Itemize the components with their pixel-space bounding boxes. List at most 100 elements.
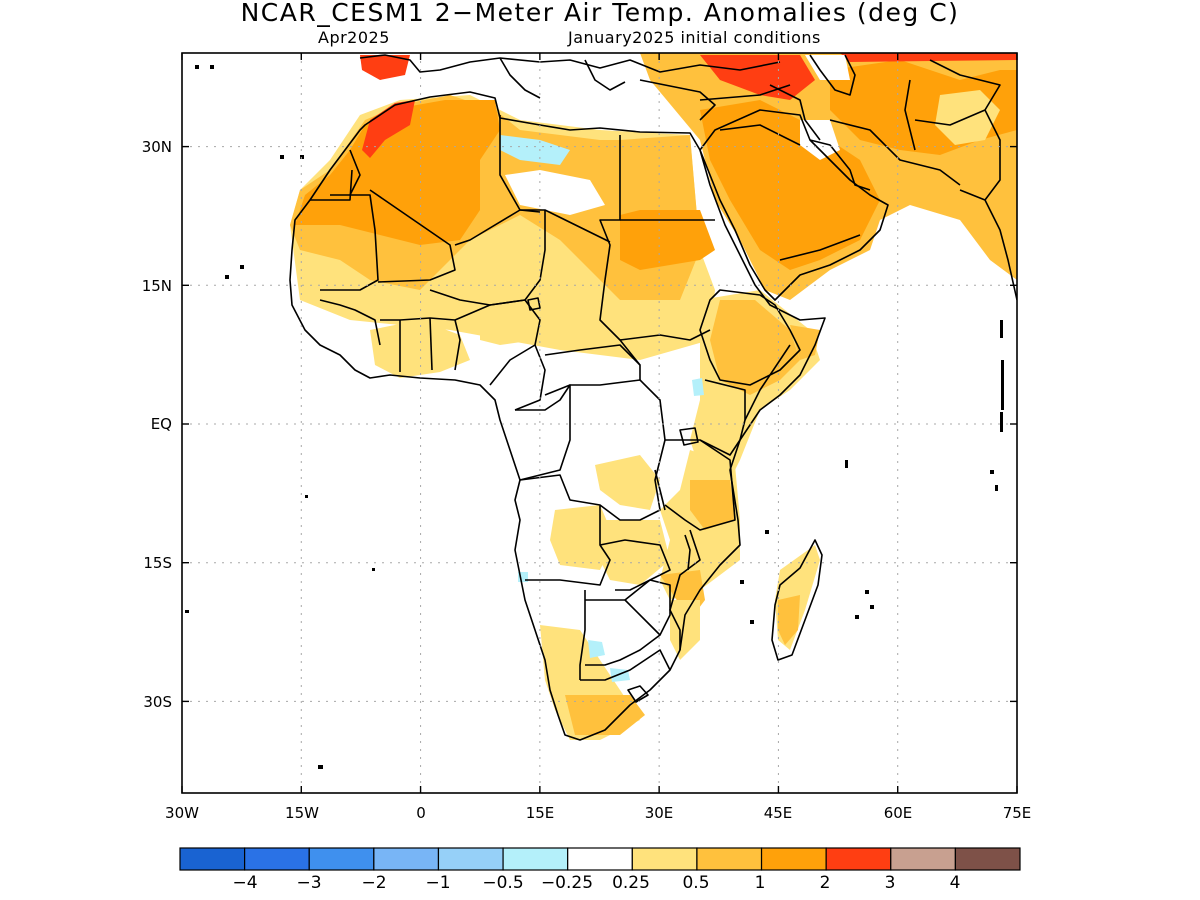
colorbar-swatch bbox=[890, 847, 956, 871]
shade-west-africa-light bbox=[370, 320, 470, 378]
colorbar-swatch bbox=[308, 847, 375, 871]
shade-madagascar-mid bbox=[778, 595, 800, 645]
lat-label-eq: EQ bbox=[151, 415, 172, 433]
cb-label-4: 4 bbox=[950, 873, 961, 893]
gridlines bbox=[182, 53, 1017, 793]
border-niger bbox=[429, 209, 546, 306]
border-congo bbox=[515, 384, 571, 481]
border-drc-east bbox=[599, 379, 666, 521]
anomaly-shading bbox=[290, 53, 1017, 740]
cb-label-minus0-25: −0.25 bbox=[541, 873, 593, 893]
colorbar-swatch bbox=[567, 847, 633, 871]
lon-label-45e: 45E bbox=[764, 804, 793, 822]
lon-label-15e: 15E bbox=[526, 804, 555, 822]
border-turkey-south bbox=[699, 84, 791, 101]
border-algeria-mali bbox=[369, 189, 456, 283]
border-west-africa-2 bbox=[380, 317, 461, 371]
shade-morocco-hot bbox=[362, 100, 415, 158]
cb-label-minus1: −1 bbox=[425, 873, 450, 893]
cb-label-0-25: 0.25 bbox=[612, 873, 650, 893]
turkey-coast bbox=[639, 79, 716, 121]
colorbar-labels: −4 −3 −2 −1 −0.5 −0.25 0.25 0.5 1 2 3 4 bbox=[232, 873, 960, 893]
cb-label-3: 3 bbox=[885, 873, 896, 893]
lon-label-30w: 30W bbox=[165, 804, 199, 822]
longitude-labels: 30W 15W 0 15E 30E 45E 60E 75E bbox=[165, 804, 1031, 822]
border-south-africa bbox=[580, 649, 671, 681]
shade-botswana-blue bbox=[588, 640, 605, 658]
shade-north-africa-strong bbox=[295, 100, 500, 245]
lake-victoria bbox=[679, 427, 699, 446]
cb-label-minus4: −4 bbox=[232, 873, 257, 893]
cb-label-minus2: −2 bbox=[361, 873, 386, 893]
shade-caspian-white bbox=[805, 55, 850, 80]
border-libya-egypt bbox=[599, 135, 621, 281]
islands bbox=[185, 65, 1004, 769]
border-mauritania-mali bbox=[320, 194, 379, 291]
cb-label-0-5: 0.5 bbox=[682, 873, 709, 893]
shade-drc-light bbox=[595, 455, 660, 510]
lon-label-15w: 15W bbox=[285, 804, 319, 822]
border-iraq-iran bbox=[769, 84, 821, 141]
india-coast bbox=[959, 189, 1017, 301]
shade-egypt-strong bbox=[620, 210, 715, 270]
shade-uganda-blue bbox=[692, 378, 704, 396]
initial-conditions-label: January2025 initial conditions bbox=[568, 28, 821, 47]
lon-label-60e: 60E bbox=[884, 804, 913, 822]
shade-turkey-hot bbox=[700, 55, 815, 100]
colorbar bbox=[179, 847, 1021, 871]
border-western-sahara bbox=[310, 169, 353, 201]
map-title: NCAR_CESM1 2−Meter Air Temp. Anomalies (… bbox=[240, 0, 960, 27]
border-afghanistan bbox=[914, 59, 1001, 126]
border-libya-chad bbox=[544, 209, 611, 243]
border-india-pakistan bbox=[984, 109, 1001, 201]
colorbar-swatch bbox=[179, 847, 246, 871]
shade-arabia-strong bbox=[700, 100, 880, 270]
lat-label-30s: 30S bbox=[143, 693, 172, 711]
caspian-sea bbox=[809, 54, 856, 96]
border-lesotho bbox=[627, 685, 649, 703]
cb-label-2: 2 bbox=[820, 873, 831, 893]
border-west-africa-1 bbox=[319, 299, 381, 346]
colorbar-swatch bbox=[244, 847, 310, 871]
axis-ticks bbox=[181, 53, 1018, 793]
colorbar-swatch bbox=[373, 847, 440, 871]
border-zambia bbox=[599, 539, 671, 591]
colorbar-swatch bbox=[631, 847, 698, 871]
colorbar-swatch bbox=[437, 847, 504, 871]
arabia-coastline bbox=[699, 109, 889, 301]
border-saudi-yemen bbox=[779, 234, 861, 261]
border-namibia-botswana bbox=[579, 590, 586, 680]
border-botswana bbox=[585, 599, 661, 666]
lake-chad bbox=[527, 297, 541, 311]
border-kenya bbox=[699, 379, 746, 456]
colorbar-swatch bbox=[760, 847, 827, 871]
border-zimbabwe bbox=[624, 579, 671, 636]
lat-label-30n: 30N bbox=[142, 138, 172, 156]
lat-label-15n: 15N bbox=[142, 277, 172, 295]
border-saudi-north bbox=[719, 124, 801, 146]
border-morocco-algeria bbox=[330, 149, 361, 196]
shade-central-sahara-white bbox=[505, 170, 605, 215]
border-car bbox=[544, 344, 641, 396]
lat-label-15s: 15S bbox=[143, 554, 172, 572]
plot-frame bbox=[181, 52, 1018, 794]
border-chad-sudan bbox=[599, 279, 641, 366]
lon-label-0: 0 bbox=[416, 804, 426, 822]
forecast-month: Apr2025 bbox=[318, 28, 390, 47]
latitude-labels: 30N 15N EQ 15S 30S bbox=[142, 138, 172, 711]
lake-malawi bbox=[684, 534, 691, 571]
madagascar-coast bbox=[771, 539, 823, 661]
iran-coast bbox=[829, 119, 961, 186]
border-algeria-libya bbox=[499, 115, 541, 213]
shade-iberia-hot bbox=[360, 55, 410, 80]
lon-label-30e: 30E bbox=[645, 804, 674, 822]
border-nigeria bbox=[454, 299, 541, 386]
greece-coast bbox=[584, 59, 626, 91]
colorbar-swatch bbox=[825, 847, 892, 871]
colorbar-swatch bbox=[502, 847, 569, 871]
border-ethiopia bbox=[699, 289, 801, 386]
cb-label-minus0-5: −0.5 bbox=[482, 873, 523, 893]
lake-tanganyika bbox=[654, 469, 666, 511]
italy-coast bbox=[499, 57, 541, 99]
